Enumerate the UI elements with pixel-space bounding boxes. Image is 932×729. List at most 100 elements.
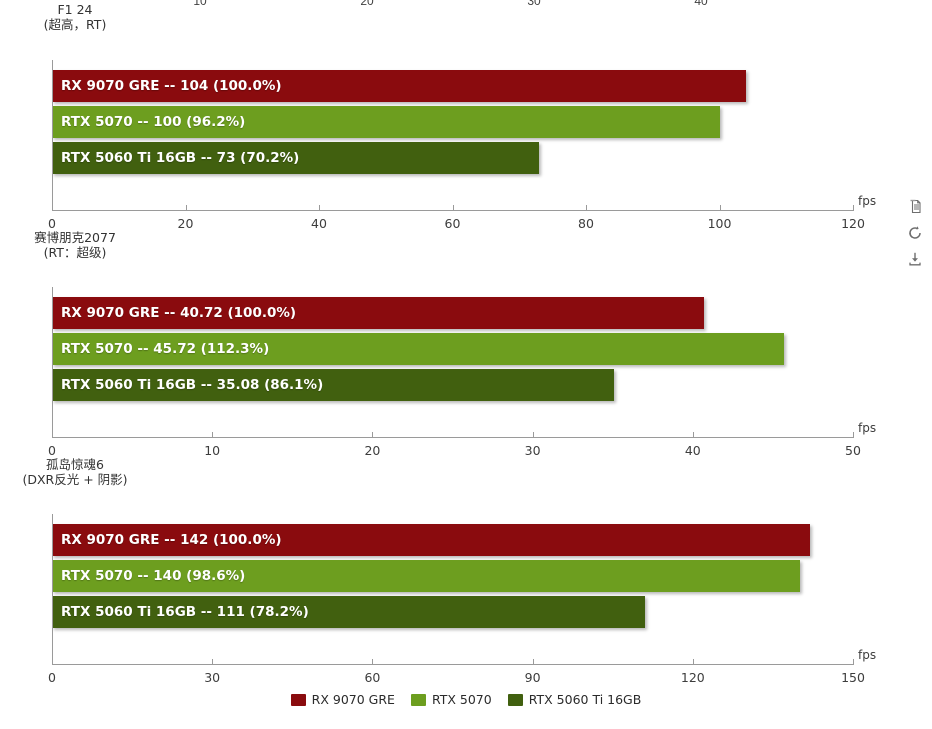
axis-tick-label: 40: [684, 443, 701, 458]
axis-tick-label: 80: [578, 216, 594, 231]
bar-value-label: RX 9070 GRE -- 40.72 (100.0%): [61, 305, 297, 321]
bar-value-label: RTX 5060 Ti 16GB -- 73 (70.2%): [61, 150, 300, 166]
axis-tick: [692, 432, 694, 438]
axis-tick: [52, 205, 53, 211]
axis-tick-label: 0: [48, 443, 56, 458]
axis-tick-label: 0: [48, 216, 56, 231]
axis-tick: [692, 659, 694, 665]
axis-tick: [52, 659, 53, 665]
bar-value-label: RTX 5060 Ti 16GB -- 111 (78.2%): [61, 604, 309, 620]
bar-row: RTX 5070 -- 100 (96.2%): [52, 106, 853, 138]
axis-tick: [853, 659, 854, 665]
plot-area: RX 9070 GRE -- 40.72 (100.0%) RTX 5070 --…: [52, 297, 853, 401]
bar[interactable]: RTX 5060 Ti 16GB -- 35.08 (86.1%): [52, 369, 614, 401]
axis-unit-label: fps: [858, 648, 877, 662]
bar[interactable]: RX 9070 GRE -- 142 (100.0%): [52, 524, 811, 556]
side-toolbar: [901, 194, 931, 272]
axis-tick-label: 90: [524, 670, 541, 685]
chart-title: F1 24 (超高，RT): [0, 2, 150, 32]
axis-tick: [372, 432, 374, 438]
legend-item[interactable]: RTX 5070: [410, 692, 492, 707]
axis-tick-label: 0: [48, 670, 56, 685]
bar[interactable]: RTX 5060 Ti 16GB -- 111 (78.2%): [52, 596, 645, 628]
y-axis-line: [52, 514, 53, 664]
axis-tick: [372, 659, 374, 665]
x-axis-line: [52, 437, 853, 438]
legend-item[interactable]: RTX 5060 Ti 16GB: [507, 692, 642, 707]
bar[interactable]: RX 9070 GRE -- 40.72 (100.0%): [52, 297, 705, 329]
axis-tick-label: 20: [364, 443, 381, 458]
chart-title-line1: 赛博朋克2077: [34, 230, 116, 245]
y-axis-line: [52, 60, 53, 210]
axis-tick-label: 20: [177, 216, 194, 231]
bar-row: RTX 5060 Ti 16GB -- 35.08 (86.1%): [52, 369, 853, 401]
bar-value-label: RTX 5070 -- 45.72 (112.3%): [61, 341, 270, 357]
axis-tick-label: 150: [841, 670, 865, 685]
axis-tick: [586, 205, 587, 211]
axis-tick: [532, 432, 534, 438]
axis-tick: [532, 659, 534, 665]
chart-title: 赛博朋克2077 (RT：超级): [0, 230, 150, 260]
chart-title-line2: (RT：超级): [43, 245, 107, 260]
axis-tick-label: 100: [707, 216, 732, 231]
axis-tick-label: 10: [204, 443, 221, 458]
chart-title-line2: (DXR反光 + 阴影): [22, 472, 128, 487]
axis-tick-label: 40: [311, 216, 327, 231]
bar-row: RTX 5070 -- 140 (98.6%): [52, 560, 853, 592]
bar-value-label: RX 9070 GRE -- 104 (100.0%): [61, 78, 282, 94]
bar-row: RTX 5060 Ti 16GB -- 73 (70.2%): [52, 142, 853, 174]
plot-area: RX 9070 GRE -- 142 (100.0%) RTX 5070 -- 1…: [52, 524, 853, 628]
axis-tick-label: 30: [204, 670, 221, 685]
axis-tick: [853, 432, 854, 438]
axis-tick: [719, 205, 721, 211]
partial-axis-top: 10 20 30 40: [0, 0, 932, 12]
axis-tick: [853, 205, 854, 211]
bar-row: RX 9070 GRE -- 104 (100.0%): [52, 70, 853, 102]
bar-row: RX 9070 GRE -- 142 (100.0%): [52, 524, 853, 556]
download-icon[interactable]: [901, 246, 929, 272]
axis-unit-label: fps: [858, 421, 877, 435]
axis-tick: [212, 659, 214, 665]
legend-swatch: [410, 693, 426, 706]
bar-value-label: RTX 5060 Ti 16GB -- 35.08 (86.1%): [61, 377, 324, 393]
partial-axis-tick-label: 40: [694, 0, 708, 8]
y-axis-line: [52, 287, 53, 437]
bar-value-label: RTX 5070 -- 140 (98.6%): [61, 568, 246, 584]
document-icon[interactable]: [901, 194, 929, 220]
legend-swatch: [507, 693, 523, 706]
legend-item[interactable]: RX 9070 GRE: [290, 692, 395, 707]
axis-tick: [185, 205, 187, 211]
legend-label: RTX 5070: [431, 692, 492, 707]
legend-label: RX 9070 GRE: [311, 692, 395, 707]
bar-row: RTX 5060 Ti 16GB -- 111 (78.2%): [52, 596, 853, 628]
axis-tick-label: 60: [364, 670, 381, 685]
x-axis-line: [52, 664, 853, 665]
plot-area: RX 9070 GRE -- 104 (100.0%) RTX 5070 -- 1…: [52, 70, 853, 174]
refresh-icon[interactable]: [901, 220, 929, 246]
axis-tick: [452, 205, 454, 211]
axis-tick: [319, 205, 320, 211]
bar-row: RX 9070 GRE -- 40.72 (100.0%): [52, 297, 853, 329]
bar-value-label: RTX 5070 -- 100 (96.2%): [61, 114, 246, 130]
axis-tick-label: 30: [524, 443, 541, 458]
bar-value-label: RX 9070 GRE -- 142 (100.0%): [61, 532, 282, 548]
axis-tick-label: 120: [680, 670, 705, 685]
axis-tick-label: 120: [841, 216, 865, 231]
bar[interactable]: RTX 5070 -- 45.72 (112.3%): [52, 333, 785, 365]
legend-swatch: [290, 693, 306, 706]
bar[interactable]: RTX 5070 -- 140 (98.6%): [52, 560, 800, 592]
axis-tick: [212, 432, 214, 438]
axis-unit-label: fps: [858, 194, 877, 208]
partial-axis-tick-label: 20: [360, 0, 374, 8]
bar[interactable]: RTX 5070 -- 100 (96.2%): [52, 106, 720, 138]
chart-title-line2: (超高，RT): [43, 17, 107, 32]
axis-tick: [52, 432, 53, 438]
chart-title-line1: F1 24: [57, 2, 93, 17]
legend-label: RTX 5060 Ti 16GB: [528, 692, 642, 707]
bar[interactable]: RTX 5060 Ti 16GB -- 73 (70.2%): [52, 142, 540, 174]
chart-title: 孤岛惊魂6 (DXR反光 + 阴影): [0, 457, 150, 487]
bar[interactable]: RX 9070 GRE -- 104 (100.0%): [52, 70, 747, 102]
bar-row: RTX 5070 -- 45.72 (112.3%): [52, 333, 853, 365]
axis-tick-label: 50: [845, 443, 861, 458]
